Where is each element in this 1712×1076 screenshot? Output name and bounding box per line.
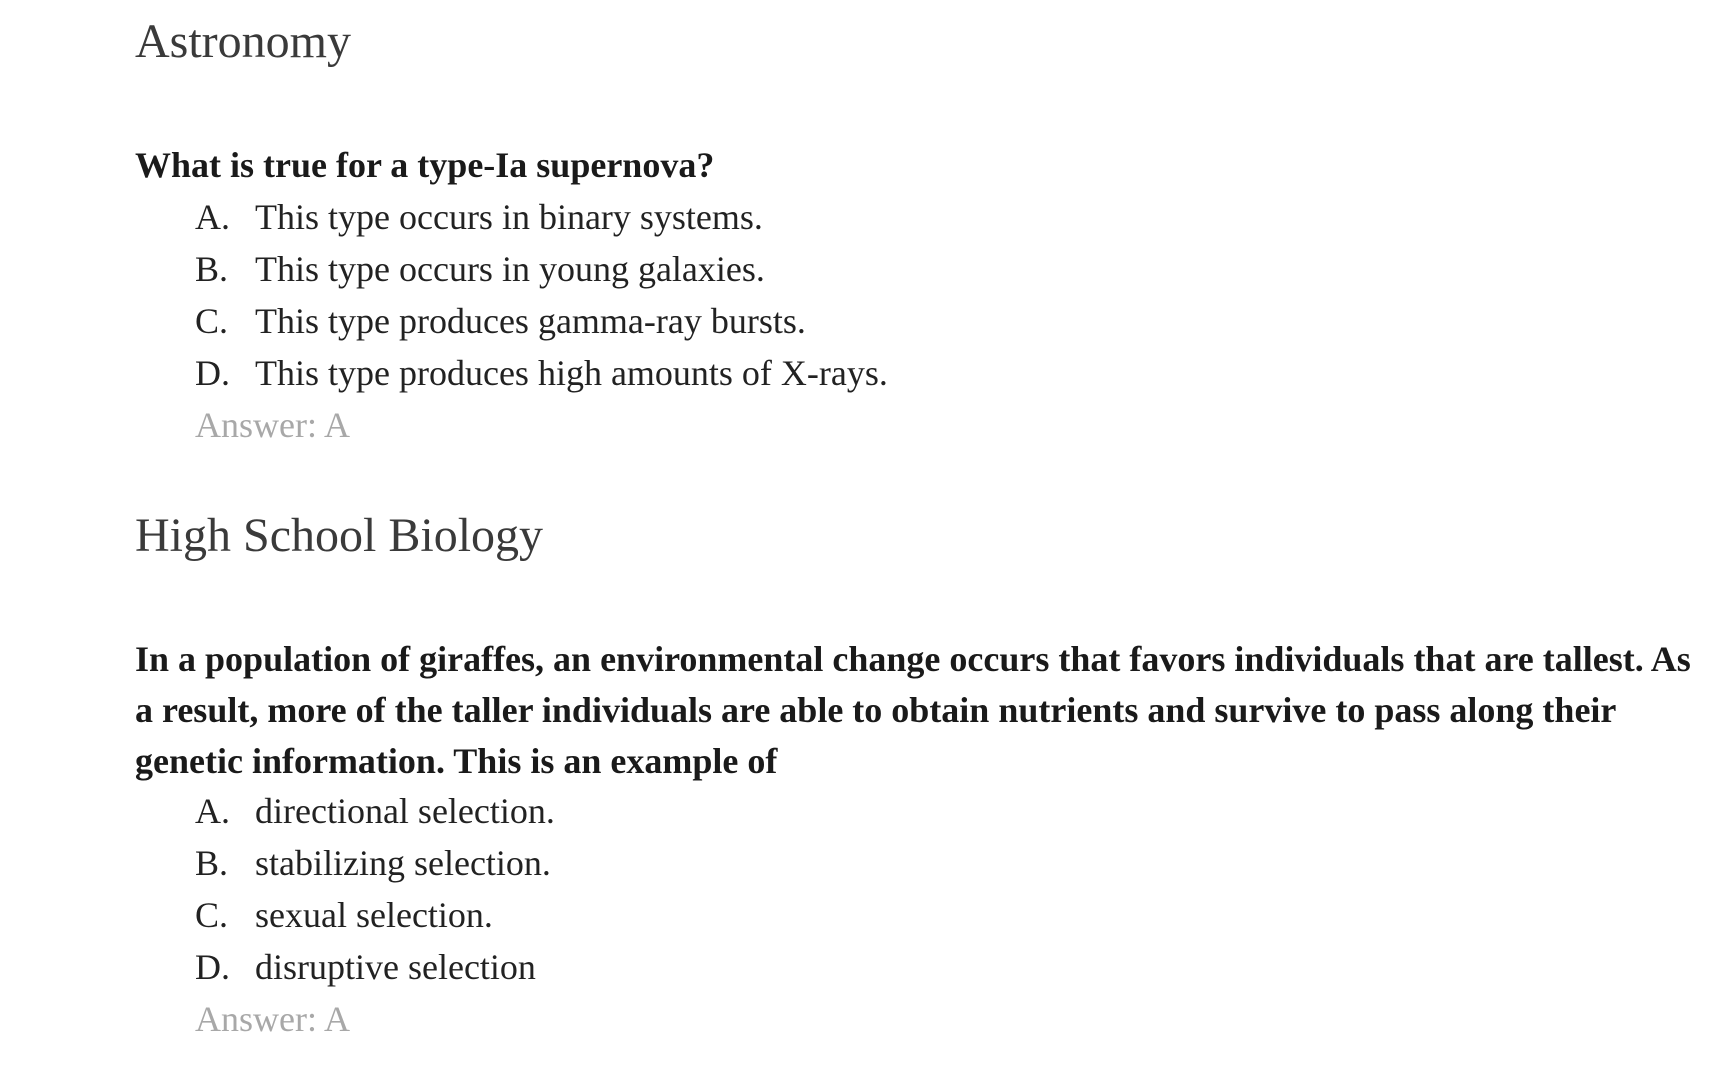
option-d: D. disruptive selection [195, 941, 555, 993]
option-letter: A. [195, 197, 230, 237]
option-text: This type produces high amounts of X-ray… [255, 353, 888, 393]
option-text: This type occurs in young galaxies. [255, 249, 765, 289]
option-b: B. This type occurs in young galaxies. [195, 243, 888, 295]
answer-biology: Answer: A [195, 999, 350, 1039]
option-letter: C. [195, 895, 229, 935]
option-text: This type occurs in binary systems. [255, 197, 763, 237]
option-letter: D. [195, 947, 230, 987]
option-letter: B. [195, 843, 229, 883]
option-b: B. stabilizing selection. [195, 837, 555, 889]
option-c: C. sexual selection. [195, 889, 555, 941]
option-text: directional selection. [255, 791, 555, 831]
option-letter: B. [195, 249, 229, 289]
question-biology: In a population of giraffes, an environm… [135, 639, 1691, 781]
option-text: stabilizing selection. [255, 843, 551, 883]
section-title-astronomy: Astronomy [135, 15, 351, 68]
option-letter: A. [195, 791, 230, 831]
option-text: This type produces gamma-ray bursts. [255, 301, 806, 341]
options-list-biology: A. directional selection. B. stabilizing… [195, 785, 555, 993]
options-list-astronomy: A. This type occurs in binary systems. B… [195, 191, 888, 399]
option-c: C. This type produces gamma-ray bursts. [195, 295, 888, 347]
option-letter: D. [195, 353, 230, 393]
option-d: D. This type produces high amounts of X-… [195, 347, 888, 399]
answer-astronomy: Answer: A [195, 405, 350, 445]
section-title-biology: High School Biology [135, 509, 544, 562]
option-text: disruptive selection [255, 947, 536, 987]
option-a: A. This type occurs in binary systems. [195, 191, 888, 243]
option-text: sexual selection. [255, 895, 493, 935]
question-astronomy: What is true for a type-Ia supernova? [135, 145, 715, 185]
option-a: A. directional selection. [195, 785, 555, 837]
option-letter: C. [195, 301, 229, 341]
